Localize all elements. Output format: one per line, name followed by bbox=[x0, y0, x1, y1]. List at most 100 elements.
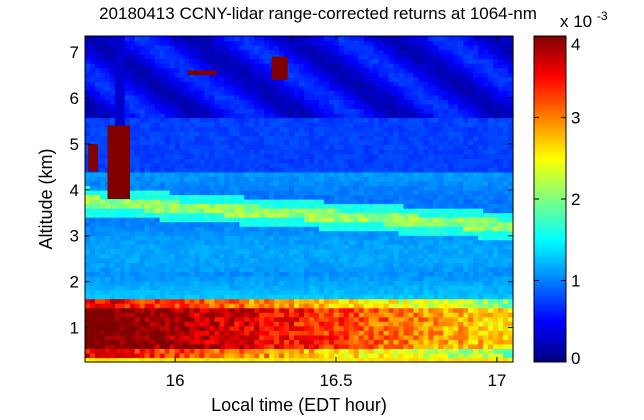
heatmap-cell bbox=[264, 36, 270, 42]
heatmap-cell bbox=[318, 72, 325, 78]
heatmap-cell bbox=[318, 171, 325, 177]
heatmap-cell bbox=[149, 85, 156, 91]
heatmap-cell bbox=[85, 307, 91, 313]
heatmap-cell bbox=[214, 140, 220, 146]
heatmap-cell bbox=[343, 162, 350, 168]
heatmap-cell bbox=[393, 72, 400, 78]
heatmap-cell bbox=[413, 244, 420, 250]
heatmap-cell bbox=[254, 280, 260, 286]
heatmap-cell bbox=[294, 131, 300, 137]
heatmap-cell bbox=[299, 81, 305, 87]
heatmap-cell bbox=[343, 167, 350, 173]
heatmap-cell bbox=[303, 103, 310, 110]
heatmap-cell bbox=[229, 108, 235, 114]
heatmap-cell bbox=[348, 67, 355, 73]
heatmap-cell bbox=[259, 352, 265, 359]
heatmap-cell bbox=[378, 63, 385, 69]
heatmap-cell bbox=[408, 325, 415, 331]
heatmap-cell bbox=[154, 54, 161, 60]
heatmap-cell bbox=[159, 285, 166, 291]
heatmap-cell bbox=[89, 294, 96, 300]
heatmap-cell bbox=[343, 144, 350, 150]
heatmap-cell bbox=[239, 289, 245, 295]
heatmap-cell bbox=[94, 58, 101, 64]
heatmap-cell bbox=[174, 298, 181, 304]
heatmap-cell bbox=[174, 334, 181, 340]
heatmap-cell bbox=[134, 312, 141, 318]
heatmap-cell bbox=[99, 266, 106, 273]
heatmap-cell bbox=[348, 303, 355, 309]
heatmap-cell bbox=[124, 217, 131, 223]
heatmap-cell bbox=[413, 180, 420, 187]
heatmap-cell bbox=[154, 285, 161, 291]
heatmap-cell bbox=[289, 99, 295, 105]
heatmap-cell bbox=[169, 330, 176, 336]
heatmap-cell bbox=[323, 226, 330, 232]
heatmap-cell bbox=[363, 239, 370, 245]
heatmap-cell bbox=[239, 81, 245, 87]
heatmap-cell bbox=[144, 94, 151, 100]
heatmap-cell bbox=[289, 162, 295, 168]
heatmap-cell bbox=[343, 171, 350, 177]
heatmap-cell bbox=[393, 36, 400, 42]
heatmap-cell bbox=[239, 45, 245, 51]
heatmap-cell bbox=[164, 171, 171, 177]
heatmap-cell bbox=[274, 248, 280, 254]
heatmap-cell bbox=[184, 307, 191, 313]
heatmap-cell bbox=[259, 94, 265, 100]
heatmap-cell bbox=[294, 158, 300, 164]
heatmap-cell bbox=[224, 162, 230, 168]
heatmap-cell bbox=[284, 171, 290, 177]
heatmap-cell bbox=[189, 244, 196, 250]
heatmap-cell bbox=[159, 271, 166, 277]
heatmap-cell bbox=[418, 343, 425, 350]
heatmap-cell bbox=[134, 76, 141, 82]
heatmap-cell bbox=[219, 239, 225, 245]
heatmap-cell bbox=[318, 58, 325, 64]
heatmap-cell bbox=[333, 199, 340, 205]
heatmap-cell bbox=[164, 67, 171, 73]
heatmap-cell bbox=[119, 117, 126, 123]
heatmap-cell bbox=[134, 162, 141, 168]
heatmap-cell bbox=[99, 81, 106, 87]
heatmap-cell bbox=[403, 343, 410, 350]
heatmap-cell bbox=[368, 94, 375, 100]
heatmap-cell bbox=[104, 117, 111, 123]
heatmap-cell bbox=[338, 289, 345, 295]
heatmap-cell bbox=[279, 144, 285, 150]
heatmap-cell bbox=[209, 321, 215, 327]
heatmap-cell bbox=[343, 217, 350, 223]
heatmap-cell bbox=[279, 49, 285, 55]
heatmap-cell bbox=[244, 171, 250, 177]
heatmap-cell bbox=[269, 149, 275, 155]
heatmap-cell bbox=[303, 162, 310, 168]
heatmap-cell bbox=[179, 221, 186, 227]
heatmap-cell bbox=[383, 153, 390, 159]
heatmap-cell bbox=[383, 126, 390, 132]
heatmap-cell bbox=[279, 36, 285, 42]
heatmap-cell bbox=[124, 40, 131, 46]
heatmap-cell bbox=[393, 131, 400, 137]
heatmap-cell bbox=[164, 58, 171, 64]
heatmap-cell bbox=[318, 325, 325, 331]
heatmap-cell bbox=[299, 162, 305, 168]
heatmap-cell bbox=[308, 36, 315, 42]
heatmap-cell bbox=[294, 275, 300, 282]
heatmap-cell bbox=[109, 321, 116, 327]
heatmap-cell bbox=[333, 122, 340, 128]
heatmap-cell bbox=[323, 180, 330, 187]
heatmap-cell bbox=[408, 149, 415, 155]
heatmap-cell bbox=[224, 81, 230, 87]
heatmap-cell bbox=[204, 67, 211, 73]
heatmap-cell bbox=[259, 262, 265, 268]
heatmap-cell bbox=[353, 303, 360, 309]
heatmap-cell bbox=[408, 162, 415, 168]
heatmap-cell bbox=[239, 208, 245, 214]
heatmap-cell bbox=[338, 212, 345, 218]
heatmap-cell bbox=[353, 162, 360, 168]
heatmap-cell bbox=[398, 235, 405, 241]
heatmap-cell bbox=[119, 85, 126, 91]
heatmap-cell bbox=[323, 230, 330, 236]
heatmap-cell bbox=[398, 325, 405, 331]
heatmap-cell bbox=[254, 289, 260, 295]
